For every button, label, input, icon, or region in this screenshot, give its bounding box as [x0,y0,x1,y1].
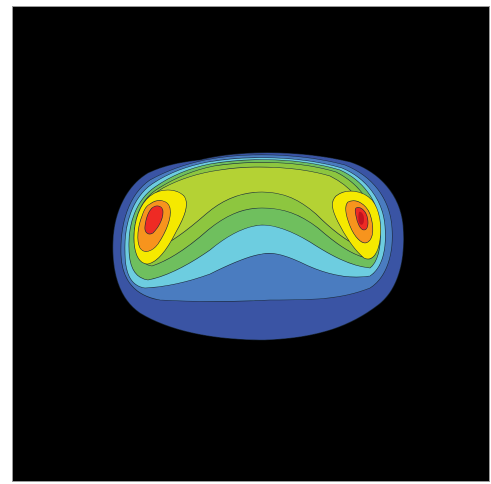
hotspot-right-core [358,211,364,225]
hotspot-left-red [144,205,164,235]
